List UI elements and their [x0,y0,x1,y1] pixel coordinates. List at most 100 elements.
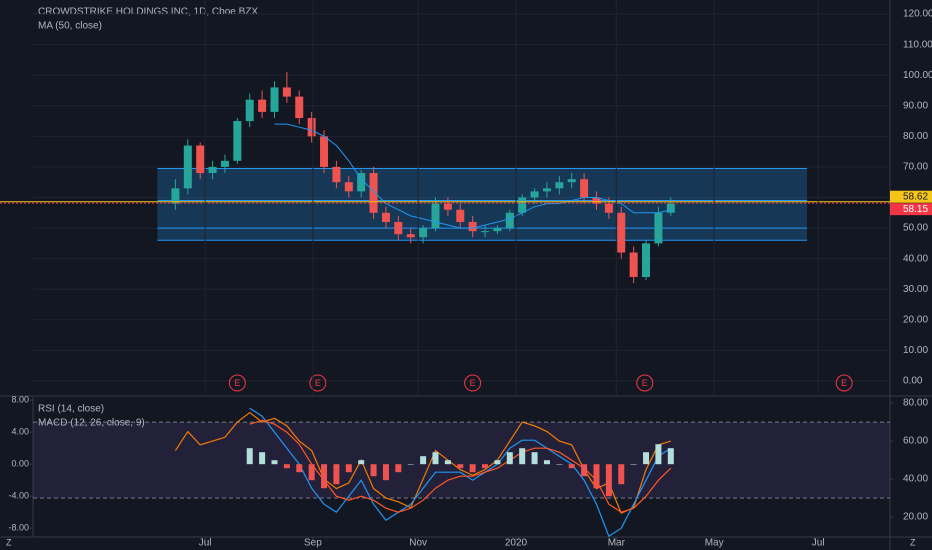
y2-tick-label: 20.00 [903,512,928,523]
candle-body [419,228,428,238]
earnings-label: E [642,378,648,388]
macd-histogram-bar [283,464,290,469]
price-tag [890,190,932,203]
price-tag-label: 58.15 [903,204,928,215]
indicator-line [249,419,672,513]
candle-body [642,243,651,277]
candle-body [196,145,205,174]
macd-histogram-bar [482,464,489,469]
macd-histogram-bar [370,464,377,477]
candle-body [493,228,502,232]
y-tick-label: -4.00 [8,491,29,501]
candle-body [555,182,564,189]
candle-body [245,99,254,122]
indicator-line [249,407,672,538]
zoom-icon[interactable]: Z [6,537,12,547]
candle-body [617,212,626,253]
x-tick-label: Jul [199,538,212,549]
macd-histogram-bar [469,464,476,473]
earnings-marker[interactable] [636,374,654,392]
macd-histogram-bar [519,448,526,465]
x-tick-label: Nov [409,538,427,549]
macd-histogram-bar [543,460,550,465]
candle-body [233,121,242,161]
candle-body [332,166,341,183]
y-tick-label: 10.00 [903,345,928,356]
macd-histogram-bar [568,464,575,469]
macd-histogram-bar [593,464,600,489]
y-tick-label: 100.00 [903,70,932,81]
candle-body [208,166,217,174]
candle-body [295,96,304,119]
candle-body [394,221,403,235]
y-tick-label: 120.00 [903,9,932,20]
macd-histogram-bar [556,464,563,465]
price-tag-label: 58.62 [903,191,928,202]
macd-histogram-bar [246,448,253,465]
candle-body [220,160,229,167]
macd-histogram-bar [407,464,414,465]
x-tick-label: Mar [608,538,626,549]
earnings-marker[interactable] [835,374,853,392]
candle-body [518,197,527,213]
y2-tick-label: 60.00 [903,436,928,447]
zoom-icon[interactable]: Z [910,537,916,547]
macd-histogram-bar [630,464,637,465]
x-tick-label: 2020 [505,538,528,549]
candle-body [592,197,601,204]
candle-body [320,136,329,167]
candle-body [406,234,415,238]
earnings-marker[interactable] [464,374,482,392]
candle-body [357,173,366,192]
y-tick-label: 80.00 [903,131,928,142]
macd-histogram-bar [506,452,513,465]
price-tag [890,203,932,216]
earnings-marker[interactable] [309,374,327,392]
candle-body [530,191,539,198]
ma-line [274,123,671,229]
candle-body [431,203,440,229]
candle-body [270,87,279,112]
candle-body [567,179,576,183]
candle-body [654,212,663,244]
x-tick-label: Sep [304,538,322,549]
candle-body [505,212,514,229]
macd-histogram-bar [358,460,365,465]
candle-body [183,145,192,189]
candle-body [456,209,465,222]
candle-body [381,212,390,222]
y-tick-label: 70.00 [903,162,928,173]
macd-histogram-bar [605,464,612,497]
macd-histogram-bar [432,452,439,465]
y-tick-label: 50.00 [903,223,928,234]
x-tick-label: May [705,538,724,549]
indicator-line [174,411,671,515]
candle-body [542,188,551,192]
macd-histogram-bar [382,464,389,481]
macd-histogram-bar [321,464,328,489]
candle-body [171,188,180,204]
y-tick-label: 0.00 [903,376,923,387]
candle-body [468,221,477,232]
macd-histogram-bar [296,464,303,473]
y-tick-label: 0.00 [11,459,29,469]
macd-histogram-bar [581,464,588,477]
macd-histogram-bar [333,464,340,485]
candle-body [307,118,316,137]
candle-body [580,179,589,198]
macd-histogram-bar [655,444,662,465]
earnings-marker[interactable] [228,374,246,392]
y-tick-label: 8.00 [11,395,29,405]
candle-body [258,99,267,112]
macd-histogram-bar [395,464,402,473]
candle-body [604,203,613,213]
y2-tick-label: 40.00 [903,474,928,485]
macd-histogram-bar [667,448,674,465]
macd-histogram-bar [457,464,464,469]
indicator-label: MACD (12, 26, close, 9) [38,418,145,429]
y-tick-label: 4.00 [11,427,29,437]
earnings-label: E [841,378,847,388]
macd-histogram-bar [345,464,352,473]
